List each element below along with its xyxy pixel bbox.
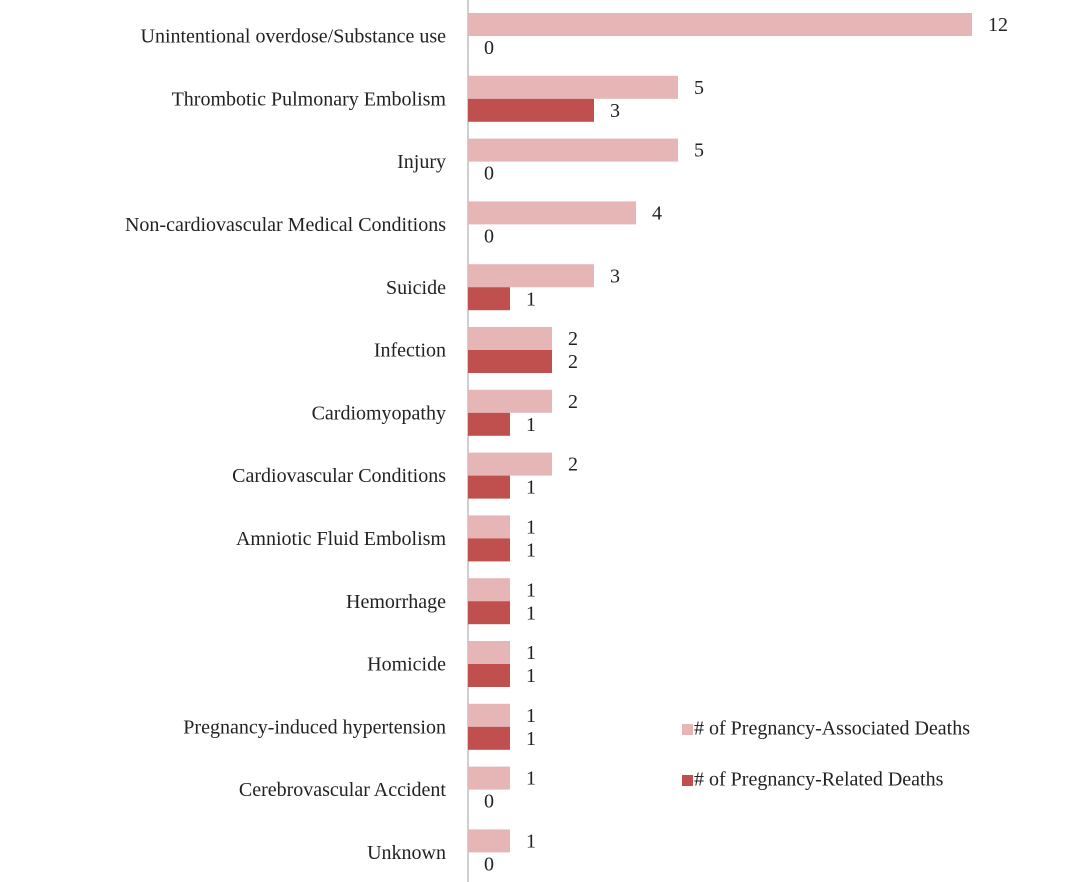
value-label: 0: [484, 37, 494, 59]
value-label: 1: [526, 602, 536, 624]
value-label: 1: [526, 768, 536, 790]
value-label: 3: [610, 265, 620, 287]
value-label: 2: [568, 351, 578, 373]
value-label: 5: [694, 140, 704, 162]
bar: [468, 138, 678, 162]
value-label: 1: [526, 705, 536, 727]
category-label: Unintentional overdose/Substance use: [141, 26, 447, 48]
value-label: 2: [568, 454, 578, 476]
bar: [468, 13, 972, 36]
bar: [468, 641, 510, 664]
bar: [468, 350, 552, 373]
legend-label: # of Pregnancy-Related Deaths: [694, 769, 944, 791]
value-label: 1: [526, 539, 536, 561]
bar: [468, 578, 510, 602]
value-label: 2: [568, 391, 578, 413]
bar: [468, 75, 678, 99]
category-label: Cerebrovascular Accident: [239, 779, 447, 801]
value-label: 1: [526, 830, 536, 852]
bar: [468, 829, 510, 853]
bar: [468, 98, 594, 122]
bar: [468, 412, 510, 436]
value-label: 1: [526, 579, 536, 601]
bar: [468, 389, 552, 413]
value-label: 1: [526, 414, 536, 436]
bar: [468, 327, 552, 350]
bar: [468, 452, 552, 476]
value-label: 1: [526, 728, 536, 750]
bar: [468, 538, 510, 562]
value-label: 3: [610, 100, 620, 122]
bar: [468, 726, 510, 750]
value-label: 1: [526, 516, 536, 538]
value-label: 1: [526, 665, 536, 687]
legend-swatch: [682, 724, 693, 735]
category-label: Pregnancy-induced hypertension: [183, 716, 446, 738]
legend-label: # of Pregnancy-Associated Deaths: [694, 718, 970, 740]
category-label: Homicide: [367, 654, 446, 676]
category-label: Cardiovascular Conditions: [232, 465, 446, 487]
value-label: 0: [484, 225, 494, 247]
value-label: 0: [484, 163, 494, 185]
bar: [468, 515, 510, 539]
value-label: 5: [694, 77, 704, 99]
category-label: Hemorrhage: [346, 591, 446, 613]
bar: [468, 475, 510, 499]
value-label: 12: [988, 14, 1008, 36]
bar: [468, 766, 510, 790]
value-label: 4: [652, 202, 662, 224]
category-label: Unknown: [367, 842, 446, 864]
category-label: Infection: [374, 340, 446, 362]
bar: [468, 264, 594, 288]
value-label: 1: [526, 642, 536, 664]
category-label: Cardiomyopathy: [312, 402, 446, 424]
bar: [468, 601, 510, 625]
legend-swatch: [682, 775, 693, 786]
value-label: 1: [526, 288, 536, 310]
bar: [468, 201, 636, 225]
category-label: Suicide: [386, 277, 446, 299]
value-label: 1: [526, 477, 536, 499]
bar: [468, 287, 510, 311]
value-label: 0: [484, 791, 494, 813]
category-label: Injury: [397, 151, 446, 173]
category-label: Amniotic Fluid Embolism: [236, 528, 446, 550]
value-label: 0: [484, 853, 494, 875]
category-label: Non-cardiovascular Medical Conditions: [125, 214, 446, 236]
category-label: Thrombotic Pulmonary Embolism: [172, 88, 447, 110]
value-label: 2: [568, 328, 578, 350]
bar: [468, 664, 510, 687]
bar: [468, 703, 510, 727]
